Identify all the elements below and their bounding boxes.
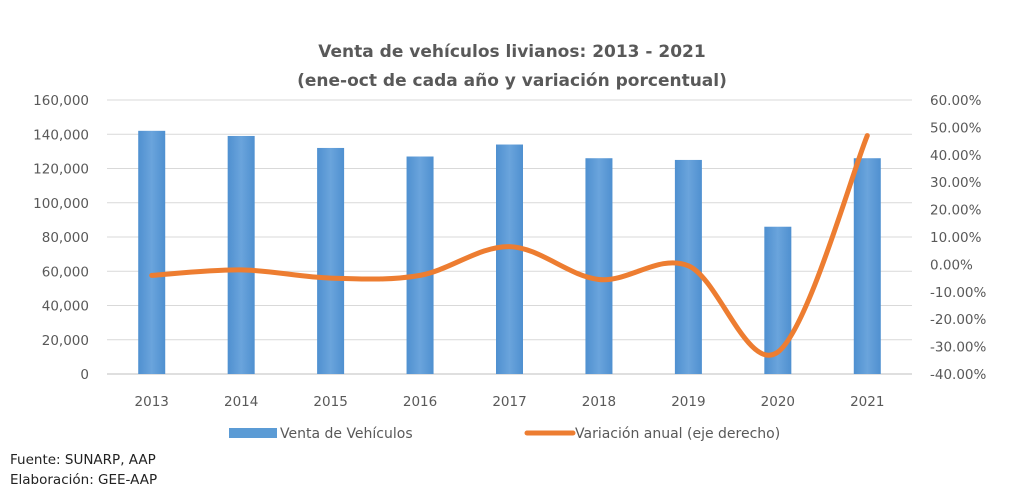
x-axis-tick-label: 2018: [582, 394, 616, 410]
bar-2018: [585, 158, 613, 374]
right-axis-tick-label: -20.00%: [930, 312, 987, 328]
right-axis-tick-label: -40.00%: [930, 367, 987, 383]
left-axis-tick-label: 140,000: [33, 127, 89, 143]
right-axis-tick-label: 20.00%: [930, 203, 982, 219]
right-axis-tick-label: 30.00%: [930, 175, 982, 191]
right-axis-tick-label: 40.00%: [930, 148, 982, 164]
x-axis-tick-label: 2017: [492, 394, 526, 410]
x-axis-tick-label: 2019: [671, 394, 705, 410]
x-axis-tick-label: 2013: [135, 394, 169, 410]
variation-line: [149, 133, 870, 358]
left-axis-tick-label: 120,000: [33, 162, 89, 178]
chart-title-line-1: Venta de vehículos livianos: 2013 - 2021: [318, 42, 705, 62]
bar-2015: [317, 147, 345, 374]
legend: Venta de Vehículos Variación anual (eje …: [229, 426, 780, 442]
bar-2021: [853, 158, 881, 374]
x-axis-tick-label: 2015: [313, 394, 347, 410]
right-axis-tick-label: 60.00%: [930, 93, 982, 109]
x-axis-tick-label: 2014: [224, 394, 258, 410]
bar-2013: [138, 130, 166, 374]
left-axis-tick-label: 60,000: [42, 264, 89, 280]
left-axis-tick-label: 40,000: [42, 299, 89, 315]
left-axis-tick-label: 80,000: [42, 230, 89, 246]
x-axis-tick-label: 2016: [403, 394, 437, 410]
legend-label-bar: Venta de Vehículos: [280, 426, 413, 442]
right-axis-tick-label: 0.00%: [930, 257, 973, 273]
credit-note: Elaboración: GEE-AAP: [10, 472, 158, 488]
left-axis-tick-label: 20,000: [42, 333, 89, 349]
right-axis-ticks: -40.00% -30.00% -20.00% -10.00% 0.00% 10.00% 2…: [930, 93, 987, 383]
bar-2014: [227, 135, 255, 374]
right-axis-tick-label: 10.00%: [930, 230, 982, 246]
left-axis-tick-label: 0: [80, 367, 89, 383]
x-axis-ticks: 2013 2014 2015 2016 2017 2018 2019 2020 2021: [135, 394, 885, 410]
right-axis-tick-label: -30.00%: [930, 340, 987, 356]
left-axis-ticks: 0 20,000 40,000 60,000 80,000 100,000 120,000 1…: [33, 93, 89, 383]
bar-2017: [496, 144, 523, 374]
x-axis-tick-label: 2020: [761, 394, 795, 410]
bar-series: [138, 130, 881, 374]
legend-label-line: Variación anual (eje derecho): [575, 426, 780, 442]
line-series: [149, 133, 870, 358]
left-axis-tick-label: 160,000: [33, 93, 89, 109]
bar-2016: [406, 156, 434, 374]
x-axis-tick-label: 2021: [850, 394, 884, 410]
right-axis-tick-label: 50.00%: [930, 120, 982, 136]
legend-swatch-bar: [229, 428, 277, 438]
left-axis-tick-label: 100,000: [33, 196, 89, 212]
source-note: Fuente: SUNARP, AAP: [10, 452, 156, 468]
right-axis-tick-label: -10.00%: [930, 285, 987, 301]
chart-title-line-2: (ene-oct de cada año y variación porcent…: [297, 71, 727, 91]
